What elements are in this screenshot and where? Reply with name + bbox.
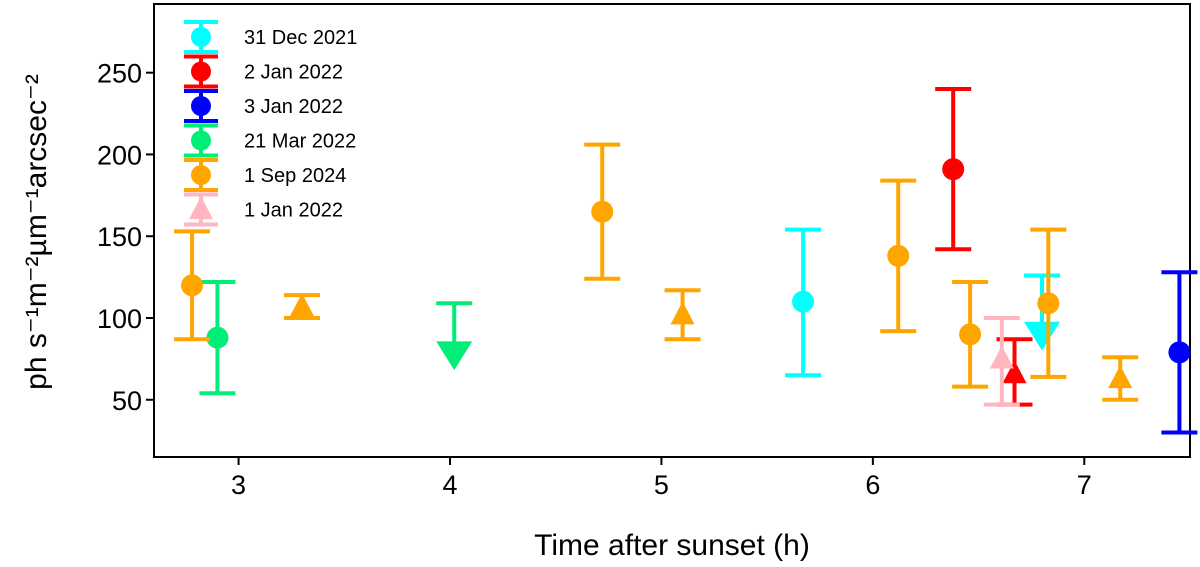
legend-label: 1 Sep 2024 <box>244 165 346 187</box>
data-point <box>584 142 621 281</box>
legend-label: 3 Jan 2022 <box>244 96 343 118</box>
data-point <box>785 227 822 378</box>
legend-marker <box>189 196 213 220</box>
x-tick-label: 7 <box>1077 470 1092 500</box>
x-tick-label: 5 <box>654 470 669 500</box>
point-marker <box>942 158 965 181</box>
data-point <box>1030 227 1067 379</box>
point-marker <box>206 326 229 349</box>
y-tick-label: 150 <box>97 222 142 252</box>
y-axis-ticks: 50 100 150 200 250 <box>97 59 154 416</box>
y-tick-label: 50 <box>112 386 142 416</box>
legend-label: 31 Dec 2021 <box>244 27 357 49</box>
legend-entry: 2 Jan 2022 <box>184 54 343 89</box>
data-marks <box>174 87 1198 435</box>
triangle-up-marker <box>1002 360 1027 384</box>
plot-frame <box>153 3 1191 458</box>
x-tick-label: 3 <box>231 470 246 500</box>
data-point <box>983 315 1020 407</box>
data-point <box>935 87 972 252</box>
y-axis-label: ph s⁻¹m⁻²µm⁻¹arcsec⁻² <box>20 74 53 390</box>
triangle-up-marker <box>290 293 314 317</box>
legend-marker <box>191 165 211 185</box>
legend-label: 1 Jan 2022 <box>244 200 343 222</box>
x-axis-ticks: 3 4 5 6 7 <box>231 457 1092 500</box>
point-marker <box>1168 341 1191 364</box>
legend-marker <box>191 27 211 47</box>
legend-entry: 3 Jan 2022 <box>184 89 343 123</box>
data-point <box>1161 270 1198 435</box>
triangle-up-marker <box>989 345 1014 369</box>
triangle-down-marker <box>1024 321 1060 351</box>
y-tick-label: 200 <box>97 140 142 170</box>
x-tick-label: 6 <box>865 470 880 500</box>
limit-marker <box>1102 355 1139 402</box>
legend-entry: 1 Jan 2022 <box>184 192 343 227</box>
point-marker <box>959 323 982 346</box>
legend-entry: 31 Dec 2021 <box>184 20 357 54</box>
y-tick-label: 100 <box>97 304 142 334</box>
legend-marker <box>191 61 211 82</box>
legend-entry: 1 Sep 2024 <box>184 158 346 192</box>
data-point <box>174 229 211 342</box>
legend-label: 2 Jan 2022 <box>244 62 343 84</box>
point-marker <box>181 274 204 297</box>
data-point <box>952 280 989 389</box>
legend-marker <box>191 130 211 151</box>
triangle-up-marker <box>670 301 695 325</box>
limit-marker <box>284 293 320 320</box>
legend-entry: 21 Mar 2022 <box>184 123 356 158</box>
legend-marker <box>191 96 211 116</box>
legend-label: 21 Mar 2022 <box>244 131 356 153</box>
data-point <box>880 178 917 334</box>
x-tick-label: 4 <box>442 470 457 500</box>
data-point <box>199 280 236 396</box>
point-marker <box>591 200 614 223</box>
point-marker <box>1037 292 1060 315</box>
triangle-up-marker <box>1108 365 1133 389</box>
triangle-down-marker <box>436 341 473 371</box>
point-marker <box>792 290 815 313</box>
x-axis-label: Time after sunset (h) <box>534 529 810 562</box>
limit-marker <box>436 301 473 371</box>
legend: 31 Dec 2021 2 Jan 2022 3 Jan 2022 21 Mar 20… <box>184 20 357 227</box>
limit-marker <box>664 288 701 342</box>
point-marker <box>887 244 910 267</box>
y-tick-label: 250 <box>97 59 142 89</box>
